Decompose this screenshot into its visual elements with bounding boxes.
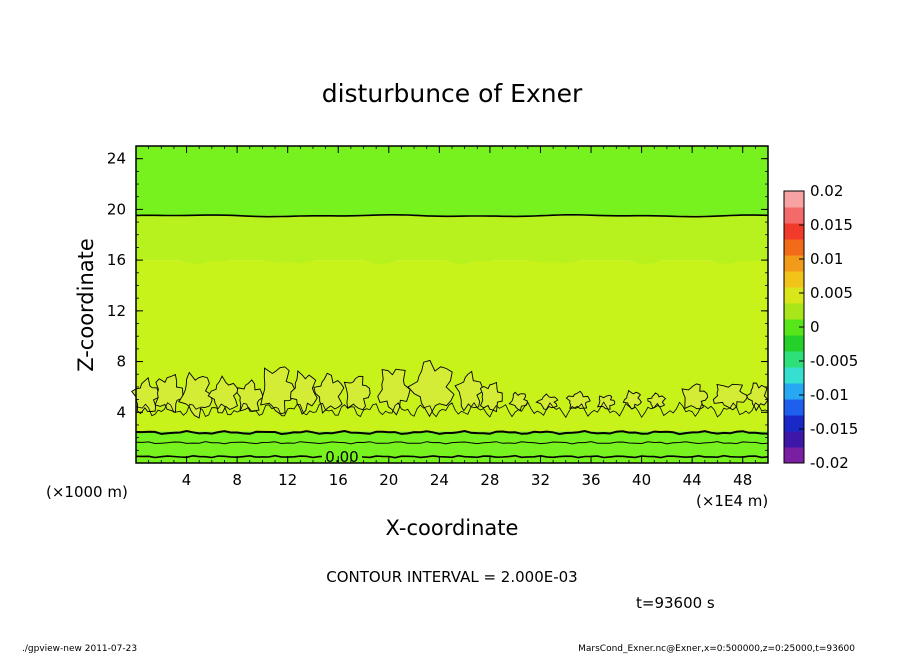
- x-ticks: 4 8 12 16 20 24 28 32 36 40 44 48: [135, 146, 769, 489]
- contour-patch: [154, 373, 184, 413]
- x-tick-label: 32: [531, 471, 550, 489]
- contour-patch: [712, 383, 749, 411]
- contour-interval: CONTOUR INTERVAL = 2.000E-03: [326, 568, 577, 586]
- plot-area: [136, 146, 768, 463]
- y-tick-label: 12: [107, 302, 126, 320]
- colorbar-segment: [784, 319, 804, 336]
- contour-line-upper: [135, 214, 769, 218]
- colorbar-segment: [784, 399, 804, 416]
- colorbar-segment: [784, 415, 804, 432]
- x-tick-label: 36: [581, 471, 600, 489]
- contour-label-bg: [322, 449, 362, 463]
- colorbar-label: -0.015: [810, 420, 858, 438]
- x-tick-label: 24: [430, 471, 449, 489]
- contour-patch: [622, 389, 642, 410]
- colorbar-segment: [784, 207, 804, 224]
- colorbar-label: 0.01: [810, 250, 843, 268]
- contour-patch: [745, 382, 769, 412]
- chart-title: disturbunce of Exner: [322, 79, 583, 108]
- colorbar-label: -0.005: [810, 352, 858, 370]
- colorbar-label: 0.015: [810, 216, 853, 234]
- x-tick-label: 48: [733, 471, 752, 489]
- colorbar-segment: [784, 367, 804, 384]
- colorbar-label: -0.02: [810, 454, 849, 472]
- y-axis-label: Z-coordinate: [74, 238, 98, 372]
- colorbar-segment: [784, 383, 804, 400]
- colorbar-segment: [784, 223, 804, 240]
- y-tick-label: 24: [107, 150, 126, 168]
- contour-patch: [407, 359, 455, 418]
- y-tick-label: 8: [116, 353, 126, 371]
- colorbar-labels: 0.02 0.015 0.01 0.005 0 -0.005 -0.01 -0.015 -0.0…: [799, 182, 858, 472]
- y-unit-label: (×1000 m): [46, 483, 128, 501]
- contour-lines: [135, 214, 769, 459]
- time-label: t=93600 s: [636, 594, 715, 612]
- contour-line-zero: [135, 454, 769, 459]
- contour-envelope: [135, 401, 769, 419]
- z-layer: [136, 146, 768, 216]
- x-tick-label: 28: [480, 471, 499, 489]
- colorbar-label: 0.02: [810, 182, 843, 200]
- x-tick-label: 8: [232, 471, 242, 489]
- colorbar-segment: [784, 255, 804, 272]
- x-axis-label: X-coordinate: [386, 516, 519, 540]
- x-tick-label: 12: [278, 471, 297, 489]
- colorbar-segment: [784, 447, 804, 464]
- contour-patch: [290, 369, 318, 415]
- colorbar-segment: [784, 239, 804, 256]
- contour-patch: [454, 370, 483, 412]
- x-tick-label: 44: [683, 471, 702, 489]
- colorbar-label: -0.01: [810, 386, 849, 404]
- x-tick-label: 4: [182, 471, 192, 489]
- contour-patch: [260, 366, 296, 415]
- contour-patch: [207, 375, 240, 414]
- contour-patches: [131, 359, 769, 419]
- footer-left: ./gpview-new 2011-07-23: [22, 644, 137, 654]
- contour-patch: [343, 375, 371, 411]
- upper-band: [136, 215, 768, 265]
- footer-right: MarsCond_Exner.nc@Exner,x=0:500000,z=0:2…: [578, 644, 855, 654]
- colorbar-segment: [784, 287, 804, 304]
- colorbar-label: 0.005: [810, 284, 853, 302]
- x-unit-label: (×1E4 m): [696, 492, 768, 510]
- y-tick-label: 20: [107, 200, 126, 218]
- contour-label: 0.00: [325, 448, 358, 466]
- x-tick-label: 20: [379, 471, 398, 489]
- contour-patch: [479, 381, 503, 413]
- contour-patch: [508, 391, 528, 412]
- colorbar-segment: [784, 303, 804, 320]
- contour-patch: [681, 383, 709, 410]
- y-tick-label: 16: [107, 251, 126, 269]
- y-ticks: 4 8 12 16 20 24: [107, 145, 768, 464]
- contour-patch: [647, 392, 667, 410]
- x-tick-label: 16: [329, 471, 348, 489]
- colorbar-segment: [784, 335, 804, 352]
- contour-line-low: [135, 441, 769, 445]
- colorbar-segment: [784, 351, 804, 368]
- z-layer: [136, 431, 768, 463]
- colorbar-segment: [784, 431, 804, 448]
- x-tick-label: 40: [632, 471, 651, 489]
- contour-line-low: [135, 429, 769, 436]
- colorbar-segment: [784, 271, 804, 288]
- colorbar-label: 0: [810, 318, 820, 336]
- colorbar-segment: [784, 191, 804, 208]
- contour-patch: [178, 371, 213, 419]
- y-tick-label: 4: [116, 403, 126, 421]
- contour-patch: [313, 372, 345, 414]
